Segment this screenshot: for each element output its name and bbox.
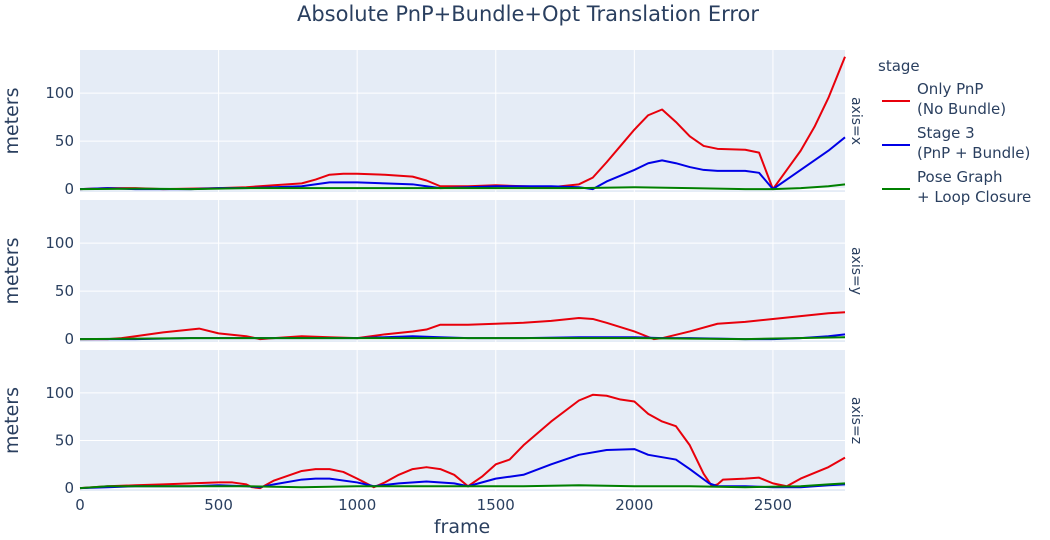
facet-label: axis=x [848,97,864,145]
y-tick-label: 100 [45,234,74,252]
x-axis: 0 500 1000 1500 2000 2500 [75,496,792,514]
x-tick-label: 1500 [477,496,515,514]
plot-background [80,350,845,491]
facet-panel-1: 0 50 100 meters axis=x [1,50,864,198]
y-axis-title: meters [1,387,23,454]
legend-label: (No Bundle) [917,100,1006,118]
y-tick-label: 50 [55,432,74,450]
legend-label: + Loop Closure [917,188,1031,206]
x-tick-label: 2000 [615,496,653,514]
y-tick-label: 0 [64,479,74,497]
legend-label: Only PnP [917,80,983,98]
legend-item[interactable]: Only PnP (No Bundle) [882,80,1006,118]
series-line-3 [79,183,846,191]
facet-label: axis=z [848,397,864,444]
y-tick-label: 50 [55,282,74,300]
legend-label: Pose Graph [917,168,1003,186]
legend-item[interactable]: Stage 3 (PnP + Bundle) [882,124,1030,162]
plot-background [80,200,845,342]
x-tick-label: 2500 [754,496,792,514]
series-line-1 [80,311,846,341]
x-axis-title: frame [434,516,490,538]
plot-background [80,50,845,192]
legend-label: Stage 3 [917,124,975,142]
x-tick-label: 0 [75,496,85,514]
y-axis-title: meters [1,87,23,154]
legend-label: (PnP + Bundle) [917,144,1030,162]
y-tick-label: 50 [55,132,74,150]
y-tick-label: 100 [45,84,74,102]
legend-title: stage [878,57,920,75]
facet-panels: 0 50 100 meters axis=x 0 50 100 meters axis=y 0 50 1… [1,50,864,497]
y-tick-label: 0 [64,330,74,348]
y-tick-label: 0 [64,180,74,198]
facet-panel-3: 0 50 100 meters axis=z [1,350,864,497]
chart-title: Absolute PnP+Bundle+Opt Translation Erro… [297,2,759,26]
y-tick-label: 100 [45,384,74,402]
y-axis-title: meters [1,237,23,304]
series-line-3 [79,482,846,490]
legend: stage Only PnP (No Bundle) Stage 3 (PnP + B… [878,57,1031,206]
x-tick-label: 500 [204,496,233,514]
series-line-3 [79,336,846,341]
x-tick-label: 1000 [338,496,376,514]
facet-label: axis=y [848,247,864,295]
legend-item[interactable]: Pose Graph + Loop Closure [882,168,1031,206]
facet-panel-2: 0 50 100 meters axis=y [1,200,864,348]
